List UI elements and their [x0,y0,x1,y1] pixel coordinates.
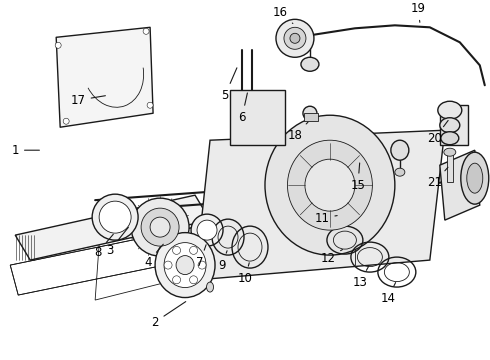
Text: 19: 19 [410,2,425,22]
Bar [230,90,285,145]
Ellipse shape [190,276,197,284]
Ellipse shape [147,102,153,108]
Text: 10: 10 [238,263,252,284]
Text: 15: 15 [350,163,366,192]
Ellipse shape [391,140,409,160]
Ellipse shape [303,106,317,120]
Ellipse shape [190,246,197,255]
Ellipse shape [301,57,319,71]
Bar [304,113,318,121]
Ellipse shape [395,168,405,176]
Text: 6: 6 [238,93,247,124]
Ellipse shape [276,19,314,57]
Text: 4: 4 [145,244,163,269]
Polygon shape [440,150,480,220]
Ellipse shape [92,194,138,240]
Ellipse shape [284,27,306,49]
Polygon shape [56,27,153,127]
Polygon shape [195,130,445,280]
Ellipse shape [172,246,180,255]
Text: 14: 14 [380,283,395,305]
Text: 7: 7 [196,245,206,269]
Text: 21: 21 [427,167,448,189]
Ellipse shape [99,201,131,233]
Text: 11: 11 [315,212,337,225]
Ellipse shape [150,217,170,237]
Polygon shape [15,195,210,260]
Bar [440,105,468,145]
Text: 12: 12 [320,249,343,265]
Ellipse shape [290,33,300,43]
Ellipse shape [55,42,61,48]
Ellipse shape [63,118,69,124]
Ellipse shape [441,132,459,145]
Text: 5: 5 [221,68,237,102]
Ellipse shape [172,276,180,284]
Ellipse shape [131,198,189,256]
Ellipse shape [467,163,483,193]
Ellipse shape [176,256,194,275]
Ellipse shape [155,233,215,298]
Ellipse shape [191,214,223,246]
Text: 17: 17 [71,94,105,107]
Text: 9: 9 [218,251,227,271]
Ellipse shape [164,261,172,269]
Ellipse shape [164,243,206,288]
Text: 13: 13 [352,266,368,289]
Text: 2: 2 [151,302,186,329]
Ellipse shape [207,282,214,292]
Ellipse shape [198,261,206,269]
Ellipse shape [265,115,395,255]
Bar [447,152,453,182]
Ellipse shape [440,118,460,133]
Ellipse shape [461,152,489,204]
Ellipse shape [288,140,372,230]
Text: 3: 3 [106,227,128,257]
Ellipse shape [438,101,462,119]
Ellipse shape [305,159,355,211]
Ellipse shape [143,28,149,34]
Text: 20: 20 [427,121,448,145]
Text: 18: 18 [288,122,308,142]
Ellipse shape [141,208,179,246]
Text: 16: 16 [272,6,293,23]
Ellipse shape [197,220,217,240]
Text: 8: 8 [95,234,113,258]
Text: 1: 1 [11,144,39,157]
Ellipse shape [444,148,456,156]
